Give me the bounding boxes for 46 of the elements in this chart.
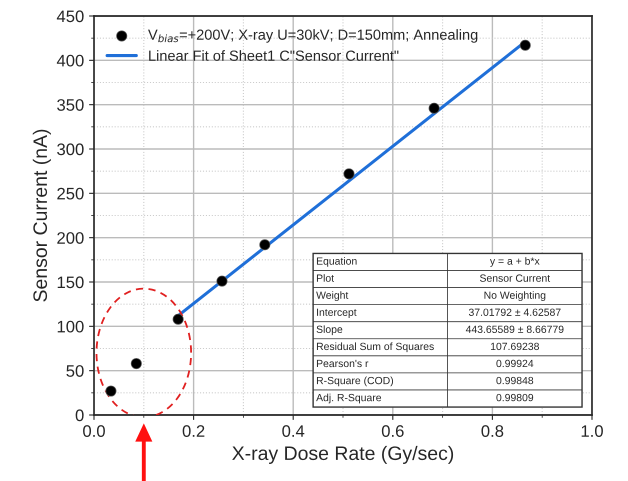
y-tick-label: 150	[58, 276, 84, 288]
legend-label: Linear Fit of Sheet1 C"Sensor Current"	[149, 50, 398, 61]
annotation: 107.69238	[490, 342, 539, 350]
point	[172, 314, 184, 325]
point	[259, 239, 270, 250]
annotation: Adj. R-Square	[316, 394, 382, 404]
annotation: 37.01792 ± 4.62587	[468, 308, 561, 316]
annotation: Pearson's r	[316, 360, 368, 368]
annotation: Slope	[316, 325, 342, 336]
y-tick-label: 250	[57, 188, 84, 200]
y-tick-label: 350	[57, 99, 84, 111]
annotation: y = a + b*x	[490, 257, 540, 267]
x-tick-label: 0.8	[481, 425, 504, 437]
y-tick-label: 50	[66, 365, 84, 377]
y-tick-label: 400	[56, 54, 84, 67]
annotation: No Weighting	[484, 291, 546, 301]
annotation: 443.65589 ± 8.66779	[466, 326, 564, 334]
point	[105, 386, 116, 397]
x-tick-label: 0.4	[282, 425, 304, 437]
x-axis-title: X-ray Dose Rate (Gy/sec)	[232, 446, 454, 464]
y-axis-title: Sensor Current (nA)	[32, 130, 51, 302]
annotation: Intercept	[317, 308, 357, 318]
y-tick-label: 0	[76, 409, 84, 422]
x-tick-label: 1.0	[582, 425, 603, 437]
y-tick-label: 450	[56, 10, 84, 22]
x-tick-label: 0.2	[182, 425, 204, 437]
y-tick-label: 100	[58, 320, 84, 333]
point	[428, 102, 440, 114]
y-tick-label: 200	[57, 232, 84, 244]
annotation: Equation	[316, 257, 357, 267]
annotation: 0.99848	[496, 376, 534, 384]
point	[520, 40, 531, 51]
annotation: R-Square (COD)	[316, 376, 394, 386]
point	[343, 168, 354, 180]
annotation: 0.99809	[496, 394, 534, 402]
annotation: Residual Sum of Squares	[316, 342, 434, 352]
annotation: Weight	[316, 291, 348, 301]
annotation: 0.99924	[496, 360, 534, 368]
point	[216, 276, 228, 287]
x-tick-label: 0.6	[382, 425, 404, 437]
point	[130, 358, 142, 370]
legend-label: V$_{bias}$=+200V; X-ray U=30kV; D=150mm; Annealing	[148, 29, 478, 43]
annotation: Plot	[316, 274, 334, 282]
y-tick-label: 300	[57, 143, 84, 156]
x-tick-label: 0.0	[83, 425, 105, 437]
annotation: Sensor Current	[480, 274, 550, 282]
